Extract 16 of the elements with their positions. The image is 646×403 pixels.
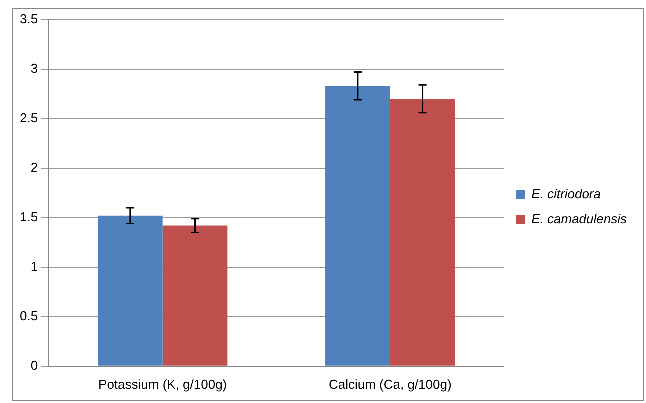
y-tick-label: 0.5	[20, 308, 38, 324]
legend-label: E. citriodora	[532, 186, 601, 202]
bar	[326, 86, 390, 366]
bar	[390, 99, 456, 366]
y-tick-label: 2	[30, 160, 38, 175]
x-tick-label: Potassium (K, g/100g)	[98, 376, 228, 392]
bar	[98, 216, 163, 366]
y-tick-label: 3	[30, 60, 38, 76]
y-tick-label: 3.5	[20, 11, 38, 26]
y-tick-label: 1.5	[20, 209, 38, 224]
legend-label: E. camadulensis	[532, 212, 628, 227]
y-tick-label: 1	[30, 258, 38, 274]
x-tick-label: Calcium (Ca, g/100g)	[328, 376, 452, 392]
y-tick-label: 0	[30, 358, 38, 373]
bar	[162, 226, 228, 366]
y-tick-label: 2.5	[20, 110, 38, 126]
